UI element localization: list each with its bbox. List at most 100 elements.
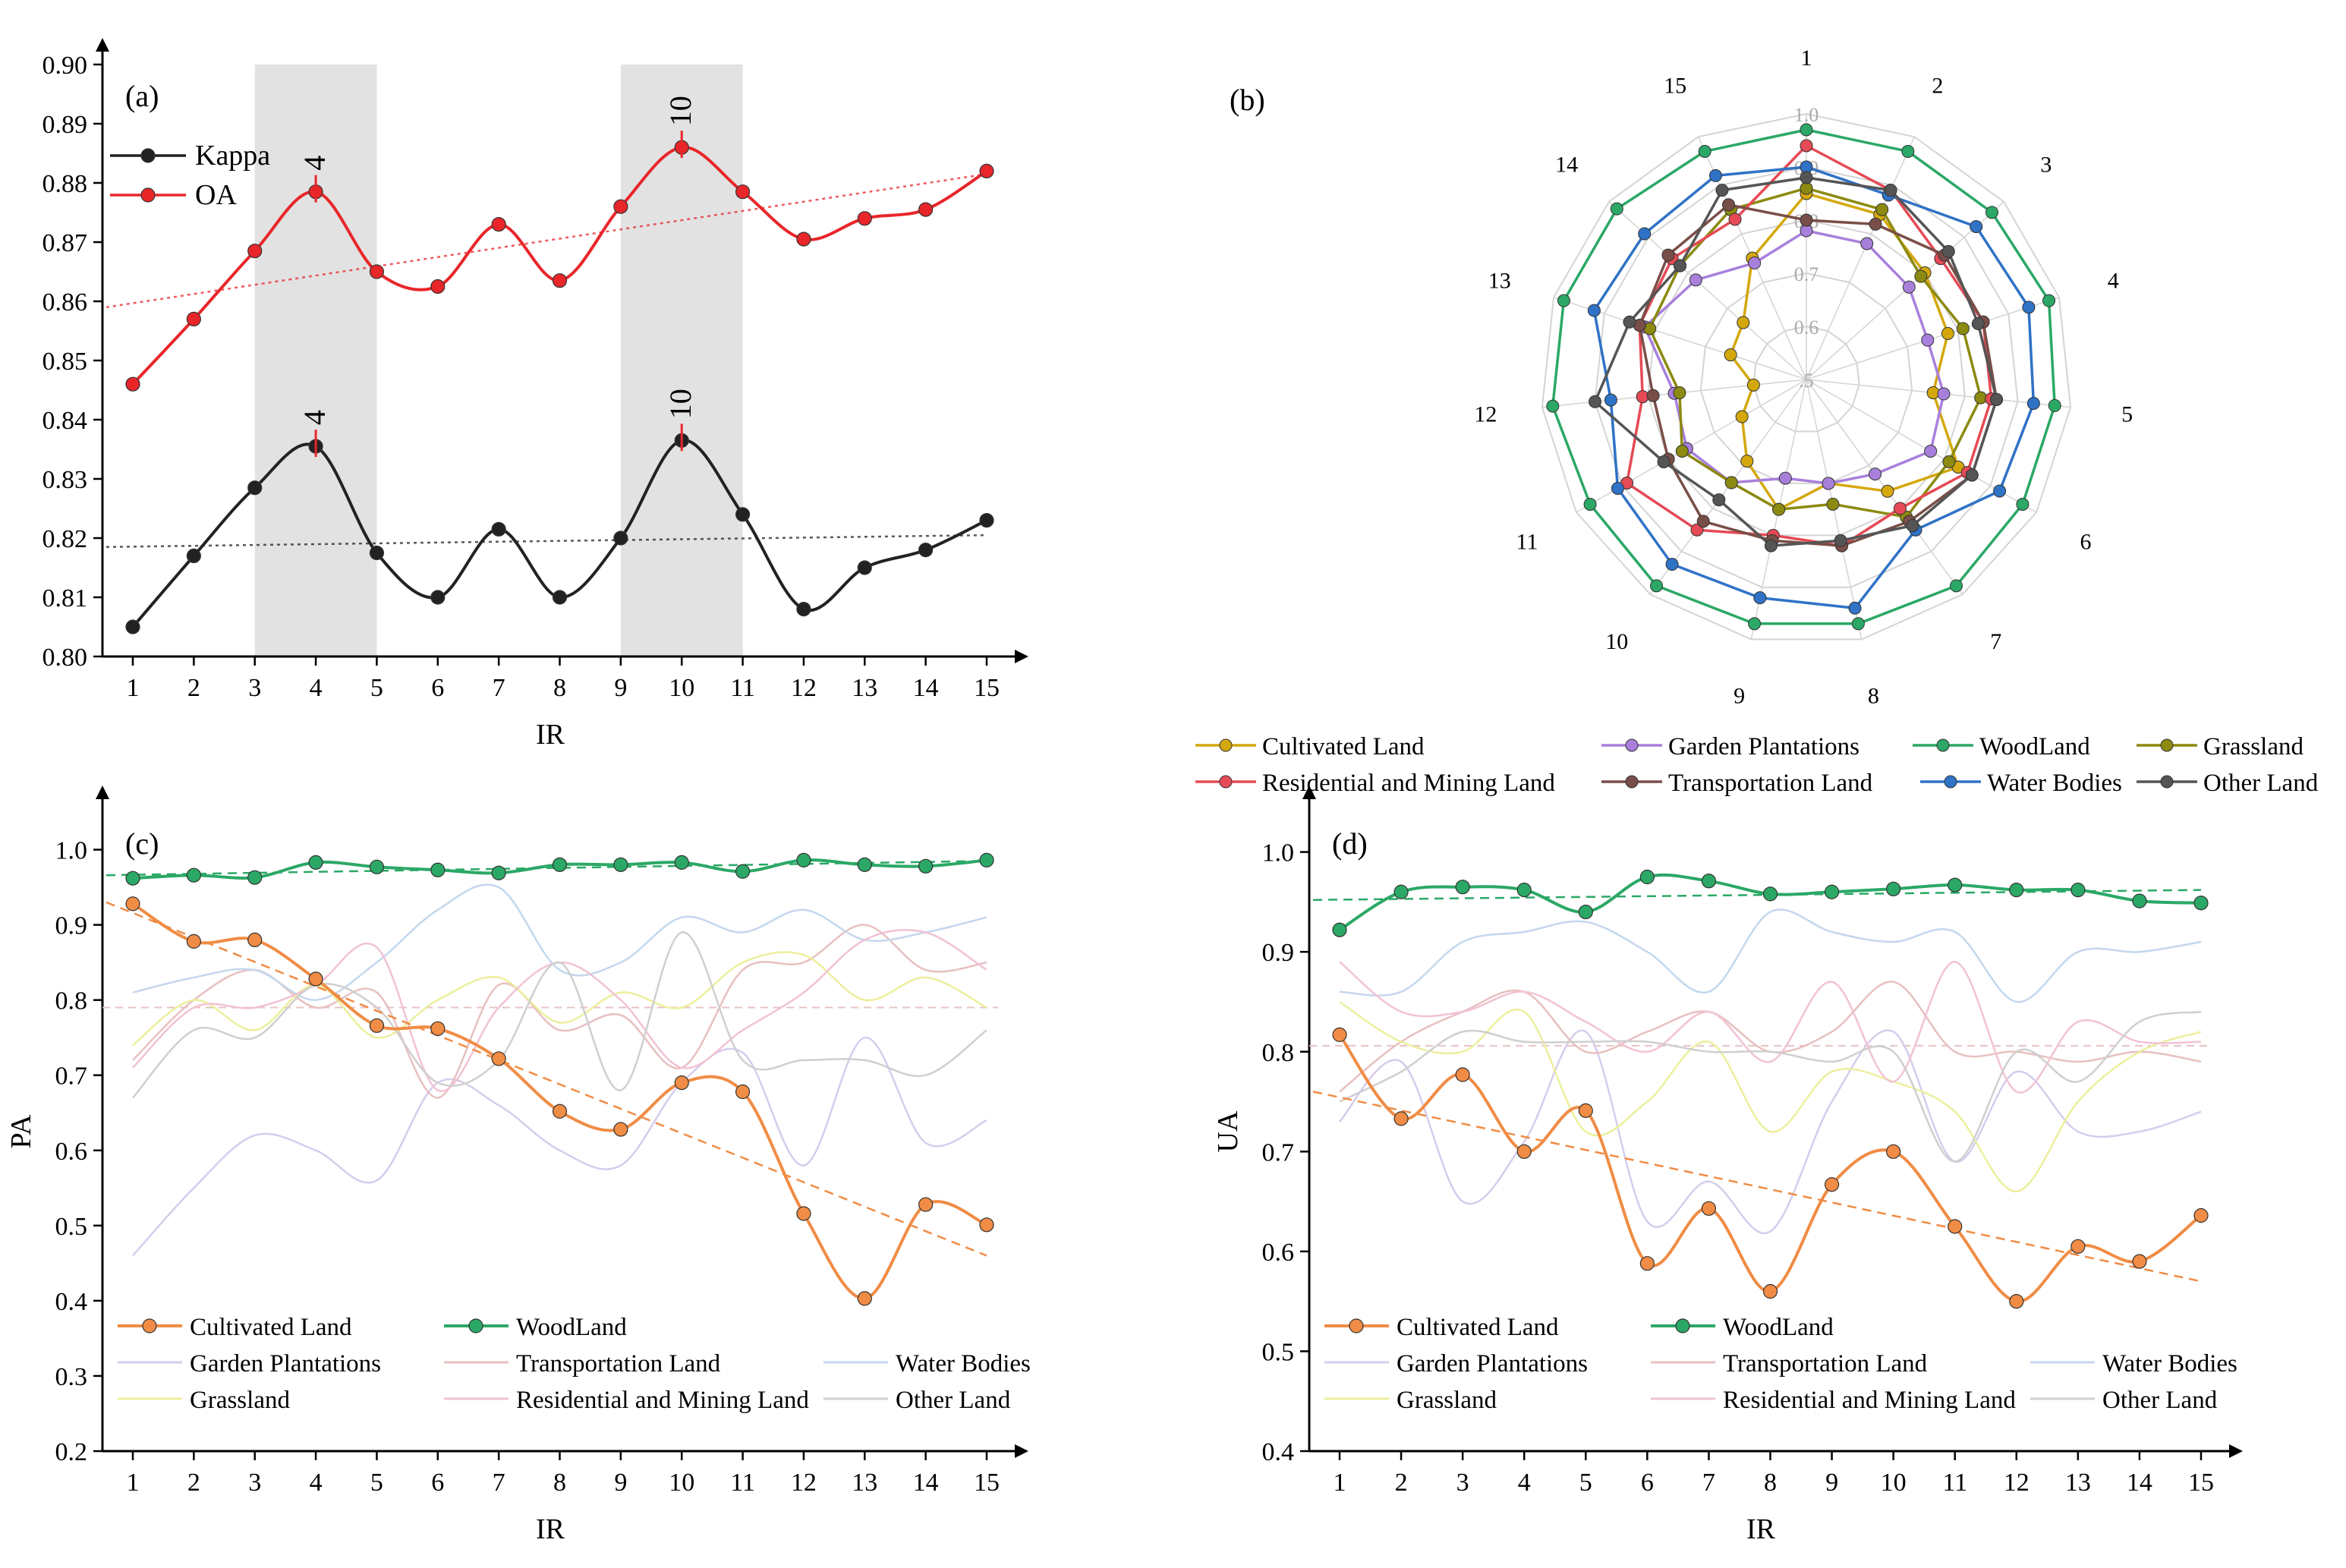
- y-tick-label: 0.6: [1262, 1239, 1295, 1267]
- data-point: [1393, 884, 1409, 899]
- y-tick-label: 0.9: [1262, 939, 1295, 967]
- trend-line: [105, 534, 987, 548]
- series-line-garden-plantations: [1339, 1029, 2202, 1235]
- radar-point: [1985, 206, 1998, 219]
- legend-marker: [1936, 738, 1950, 752]
- radar-point: [1906, 519, 1919, 533]
- radar-series-residential-and-mining-land: [1625, 144, 1993, 547]
- data-point: [369, 859, 385, 874]
- series-line-other-land: [132, 931, 987, 1099]
- x-tick-label: 3: [1456, 1469, 1469, 1497]
- radar-point: [1583, 498, 1597, 511]
- x-tick-label: 15: [974, 1469, 1000, 1497]
- radar-point: [1696, 515, 1710, 528]
- radar-point: [1661, 248, 1675, 262]
- legend-label: Grassland: [1397, 1387, 1497, 1414]
- y-tick-label: 0.83: [43, 466, 88, 494]
- legend-marker: [1219, 738, 1233, 752]
- y-axis-arrow: [1302, 786, 1316, 799]
- data-point: [1701, 1201, 1717, 1216]
- radar-point: [1611, 482, 1624, 495]
- radar-grid: [1594, 165, 2019, 588]
- radar-point: [1772, 502, 1786, 516]
- radar-point: [2048, 398, 2061, 412]
- radar-axis-label: 9: [1734, 684, 1745, 709]
- data-point: [674, 855, 689, 870]
- legend-label: Grassland: [190, 1387, 290, 1414]
- data-point: [613, 1122, 628, 1137]
- chart-b: (b).50.60.70.80.91.012345678910111213141…: [1195, 46, 2319, 797]
- radar-series-garden-plantations: [1643, 229, 1945, 485]
- data-point: [186, 934, 201, 949]
- radar-point: [1971, 316, 1985, 330]
- data-point: [125, 896, 140, 912]
- legend-label: Garden Plantations: [1668, 733, 1859, 760]
- data-point: [1762, 886, 1778, 902]
- legend-label: WoodLand: [516, 1314, 627, 1341]
- data-point: [125, 376, 140, 392]
- legend-label: Other Land: [2203, 770, 2319, 797]
- series-line-oa: [131, 146, 988, 386]
- radar-point: [1848, 601, 1862, 615]
- series-line-cultivated-land: [1338, 1034, 2203, 1303]
- x-tick-label: 10: [1881, 1469, 1907, 1497]
- radar-point: [1675, 445, 1689, 458]
- radar-tick-label: 0.7: [1794, 263, 1819, 285]
- data-point: [491, 521, 506, 537]
- radar-point: [1965, 468, 1979, 482]
- x-axis-label: IR: [1746, 1513, 1776, 1545]
- radar-axis-label: 13: [1488, 269, 1511, 294]
- radar-series-woodland: [1551, 128, 2056, 625]
- radar-point: [2016, 498, 2030, 511]
- legend-label: Transportation Land: [1723, 1350, 1928, 1378]
- radar-axis-label: 10: [1605, 629, 1628, 654]
- data-point: [674, 1075, 689, 1091]
- data-point: [796, 1206, 811, 1221]
- x-tick-label: 4: [310, 674, 323, 702]
- x-tick-label: 2: [1395, 1469, 1408, 1497]
- y-tick-label: 1.0: [1262, 839, 1295, 867]
- data-point: [1516, 1144, 1532, 1159]
- radar-axis-label: 14: [1555, 153, 1578, 178]
- y-axis-label: PA: [5, 1114, 37, 1149]
- y-tick-label: 0.81: [43, 584, 88, 612]
- legend-label: Residential and Mining Land: [1723, 1387, 2016, 1414]
- radar-axis-label: 11: [1516, 530, 1538, 555]
- radar-point: [2026, 396, 2040, 410]
- radar-point: [1657, 455, 1671, 468]
- data-point: [857, 211, 872, 226]
- radar-point: [1712, 493, 1726, 507]
- x-tick-label: 14: [913, 674, 939, 702]
- legend-label: Residential and Mining Land: [516, 1387, 809, 1414]
- data-point: [613, 531, 628, 546]
- x-axis-arrow: [2229, 1444, 2243, 1458]
- data-point: [1332, 1027, 1347, 1042]
- radar-point: [1937, 387, 1951, 401]
- data-point: [552, 590, 568, 605]
- trend-line: [1312, 889, 2202, 902]
- radar-point: [1698, 144, 1711, 158]
- x-tick-label: 13: [2065, 1469, 2091, 1497]
- data-point: [1948, 877, 1963, 893]
- y-tick-label: 0.4: [55, 1288, 88, 1316]
- radar-grid: [1699, 272, 1913, 484]
- radar-point: [1546, 399, 1560, 413]
- data-point: [1639, 1256, 1655, 1271]
- y-tick-label: 0.80: [43, 644, 88, 672]
- x-axis-label: IR: [536, 719, 565, 751]
- chart-c: 0.20.30.40.50.60.70.80.91.01 2 3 4 5 6 7 8 9 10 11…: [5, 786, 1031, 1545]
- radar-point: [1764, 539, 1778, 553]
- y-tick-label: 0.3: [55, 1363, 88, 1391]
- data-point: [735, 864, 751, 879]
- data-point: [491, 217, 506, 232]
- y-tick-label: 0.82: [43, 525, 88, 553]
- radar-axis-label: 12: [1474, 401, 1497, 427]
- data-point: [552, 1104, 568, 1119]
- radar-point: [1834, 534, 1847, 547]
- x-tick-label: 9: [614, 1469, 627, 1497]
- y-tick-label: 0.9: [55, 912, 88, 940]
- trend-line: [105, 860, 987, 877]
- radar-point: [1901, 144, 1915, 158]
- series-line-transportation-land: [132, 924, 987, 1099]
- y-axis-arrow: [96, 38, 109, 52]
